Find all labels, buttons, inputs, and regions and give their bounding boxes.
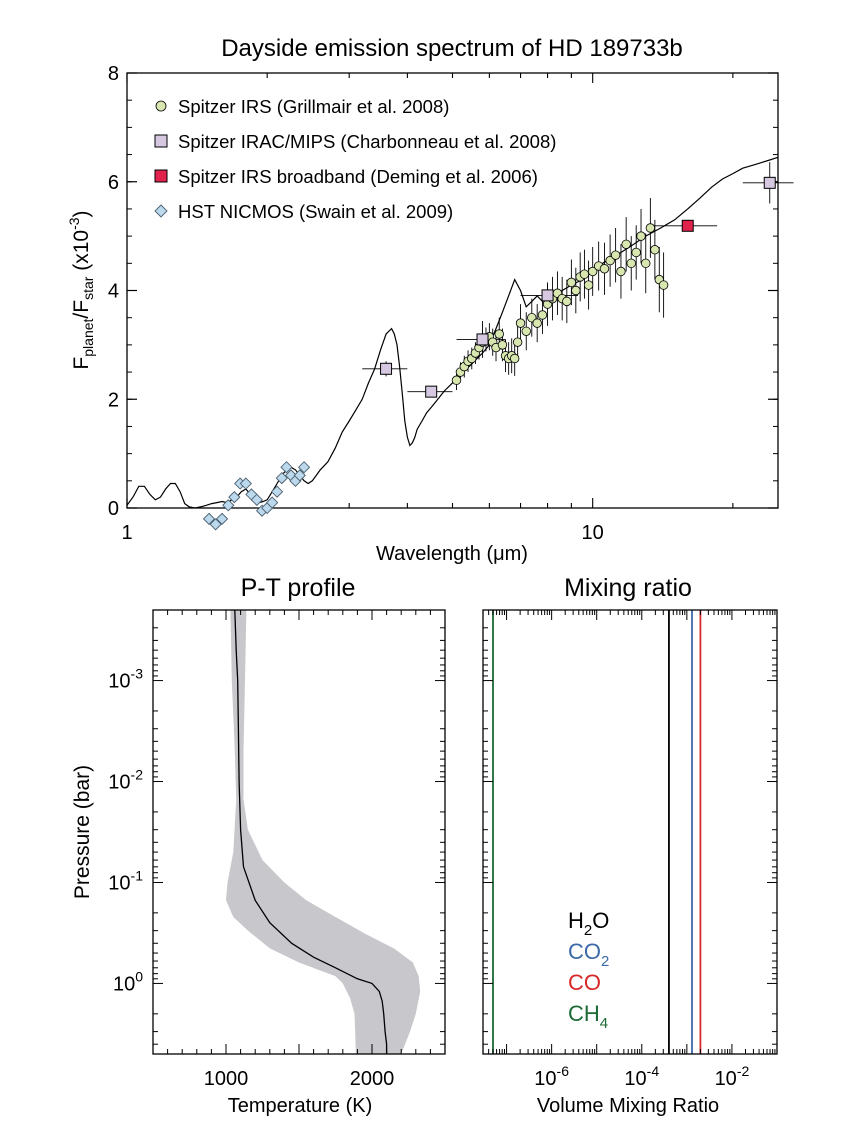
pt-x-axis-label: Temperature (K): [228, 1095, 373, 1117]
pt-profile-panel: P-T profile 1000 2000 10-3 10-2 10-1 100 Temp…: [71, 574, 446, 1117]
irs-point: [562, 296, 572, 307]
vmr-tick-label: 10-4: [624, 1063, 659, 1090]
irs-point: [636, 231, 646, 241]
spectrum-data-points: [202, 176, 776, 531]
pressure-tick-label: 10-2: [108, 767, 143, 794]
spectrum-ticks: 0 2 4 6 8 1 10: [108, 63, 778, 544]
irs-point: [621, 239, 631, 249]
irs-point: [571, 285, 581, 296]
legend-label: Spitzer IRS broadband (Deming et al. 200…: [178, 166, 538, 187]
y-tick-label: 6: [108, 172, 119, 194]
pressure-tick-label: 10-3: [108, 666, 143, 693]
spectrum-title: Dayside emission spectrum of HD 189733b: [221, 35, 683, 62]
nicmos-point: [222, 499, 235, 512]
nicmos-point: [228, 490, 241, 504]
pt-median-profile-line: [234, 609, 388, 1054]
nicmos-point: [293, 469, 306, 482]
nicmos-point: [270, 485, 284, 498]
nicmos-point: [209, 518, 222, 531]
spectrum-y-axis-label: Fplanet/Fstar (x10-3): [66, 210, 96, 369]
species-legend-label: CH4: [568, 1001, 608, 1032]
irs-point: [515, 318, 526, 328]
irs-point: [579, 269, 590, 279]
nicmos-point: [297, 461, 311, 474]
irs-point: [610, 250, 621, 260]
irs-point: [451, 375, 462, 385]
irs-point: [566, 277, 577, 288]
square-point: [681, 219, 694, 232]
legend-marker-circle: [155, 100, 167, 112]
x-tick-label: 1: [121, 522, 132, 544]
pressure-tick-label: 10-1: [108, 867, 143, 894]
legend-marker-square: [154, 134, 168, 148]
irs-point: [631, 247, 641, 258]
irs-point: [658, 280, 669, 290]
y-tick-label: 4: [108, 281, 119, 303]
species-abundance-lines: [492, 610, 702, 1054]
spectrum-x-axis-label: Wavelength (μm): [376, 543, 528, 565]
irs-point: [645, 223, 656, 233]
irs-point: [616, 266, 626, 277]
mixing-ticks: 10-6 10-4 10-2: [482, 609, 778, 1090]
nicmos-point: [280, 461, 293, 474]
vmr-tick-label: 10-2: [715, 1063, 750, 1090]
nicmos-point: [215, 512, 229, 526]
legend-label: Spitzer IRS (Grillmair et al. 2008): [178, 96, 449, 117]
nicmos-point: [250, 493, 263, 506]
pt-ticks: 1000 2000 10-3 10-2 10-1 100: [108, 609, 445, 1090]
square-point: [763, 176, 776, 189]
irs-point: [494, 329, 504, 339]
temp-tick-label: 1000: [204, 1068, 249, 1090]
legend-marker-square: [154, 169, 168, 183]
vmr-tick-label: 10-6: [534, 1063, 569, 1090]
irs-point: [650, 245, 660, 255]
square-point: [476, 333, 489, 346]
irs-point: [641, 258, 651, 269]
irs-point: [532, 318, 542, 328]
nicmos-point: [202, 512, 216, 526]
square-point: [425, 385, 438, 398]
x-tick-label: 10: [582, 522, 604, 544]
spectrum-panel: Dayside emission spectrum of HD 189733b …: [66, 35, 794, 565]
mixing-plot-frame: [482, 609, 778, 1055]
irs-point: [537, 310, 548, 320]
y-tick-label: 2: [108, 389, 119, 411]
irs-point: [521, 326, 531, 336]
nicmos-point: [239, 477, 253, 490]
irs-point: [583, 280, 594, 290]
pt-y-axis-label: Pressure (bar): [71, 765, 94, 899]
temp-tick-label: 2000: [350, 1068, 395, 1090]
square-point: [380, 362, 393, 375]
irs-point: [512, 337, 523, 347]
spectrum-legend: Spitzer IRS (Grillmair et al. 2008) Spitz…: [154, 96, 556, 222]
irs-point: [509, 353, 520, 364]
species-legend-label: CO2: [568, 939, 609, 970]
y-tick-label: 8: [108, 63, 119, 85]
mixing-x-axis-label: Volume Mixing Ratio: [537, 1095, 719, 1117]
pt-profile-title: P-T profile: [241, 574, 356, 602]
nicmos-point: [266, 496, 279, 509]
legend-label: HST NICMOS (Swain et al. 2009): [178, 201, 453, 222]
mixing-ratio-title: Mixing ratio: [564, 574, 692, 602]
nicmos-point: [275, 471, 288, 485]
pressure-tick-label: 100: [113, 968, 143, 995]
irs-point: [497, 340, 508, 350]
y-tick-label: 0: [108, 498, 119, 520]
species-legend-label: H2O: [568, 908, 609, 939]
square-point: [541, 289, 554, 302]
irs-point: [587, 266, 598, 277]
species-legend-label: CO: [568, 970, 601, 995]
legend-label: Spitzer IRAC/MIPS (Charbonneau et al. 20…: [178, 131, 556, 152]
legend-marker-diamond: [154, 204, 168, 218]
irs-point: [626, 258, 636, 269]
pt-uncertainty-band: [226, 610, 421, 1054]
irs-point: [599, 264, 610, 274]
